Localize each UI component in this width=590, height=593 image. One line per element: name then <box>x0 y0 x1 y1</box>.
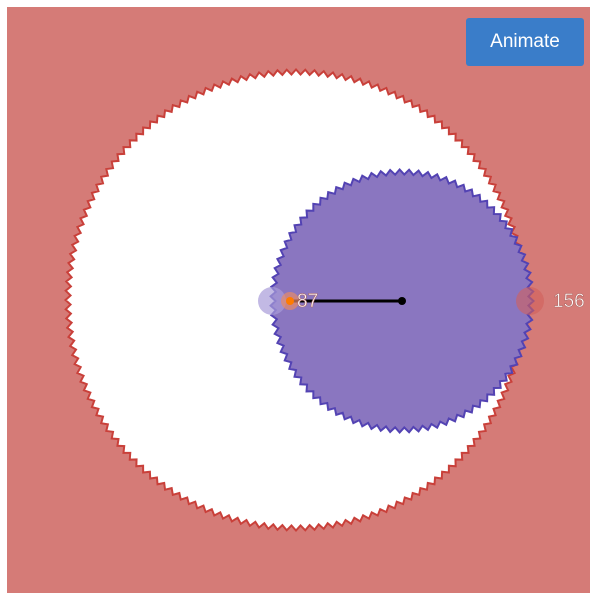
inner-handle <box>258 287 286 315</box>
pen-point <box>286 297 294 305</box>
inner-teeth-label: 87 <box>297 291 318 312</box>
outer-teeth-label: 156 <box>553 291 585 312</box>
gear-center <box>398 297 406 305</box>
animate-button[interactable]: Animate <box>466 18 584 66</box>
outer-handle <box>516 287 544 315</box>
